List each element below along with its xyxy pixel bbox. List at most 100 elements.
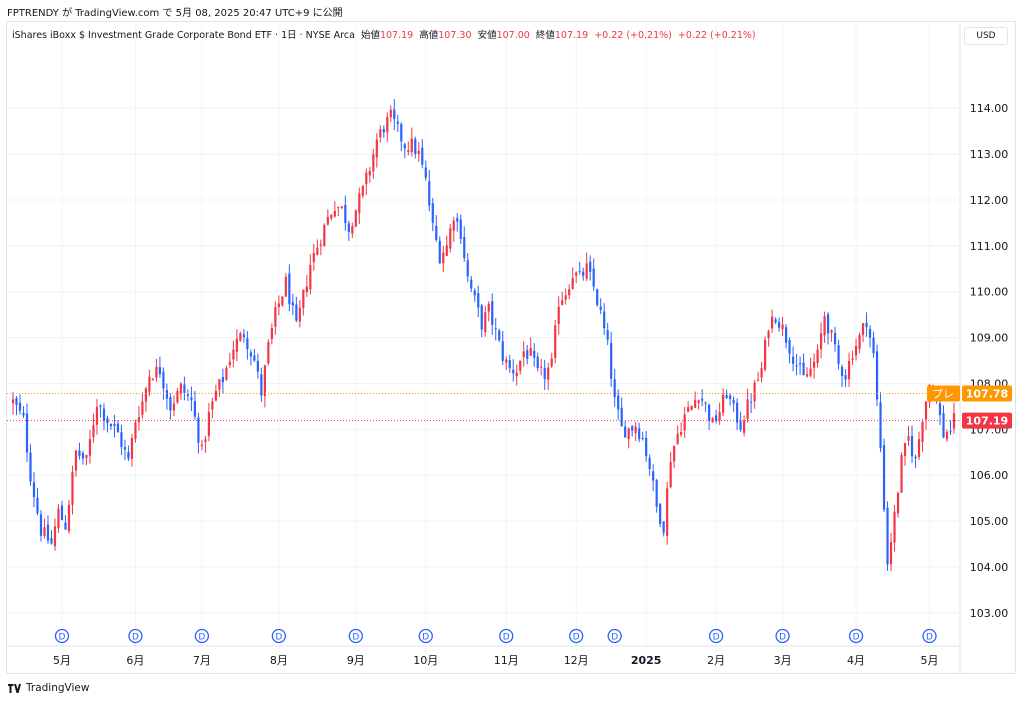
candle-body [547,367,550,380]
candle-body [743,420,746,433]
candle-body [910,435,914,457]
candle-body [571,278,574,289]
candle-body [770,316,774,329]
candle-body [260,374,263,396]
candle-body [284,276,287,297]
candle-body [826,314,830,334]
candle-body [186,394,190,396]
open-value: 107.19 [379,30,414,41]
candle-body [183,384,186,394]
candle-body [323,225,326,246]
candle-body [882,445,886,510]
candle-body [830,330,833,333]
x-tick-label: 7月 [193,654,211,667]
candle-body [382,129,385,133]
tradingview-footer[interactable]: TradingView [8,682,89,694]
high-value: 107.30 [438,30,472,41]
dividend-marker-icon [418,628,433,644]
dividend-marker-label: D [573,633,580,643]
y-tick-label: 104.00 [970,561,1009,574]
candle-body [148,376,151,392]
candle-body [669,462,672,488]
candle-body [120,432,123,448]
candle-body [788,340,791,354]
candle-body [746,399,749,419]
close-value: 107.19 [554,30,589,41]
candle-body [477,293,480,308]
candle-body [858,334,861,350]
candle-body [239,333,242,341]
candle-body [92,425,95,438]
candle-body [634,426,637,433]
candle-body [134,422,137,439]
candle-body [445,245,448,256]
candle-body [533,350,536,358]
candle-body [648,457,651,469]
last-price-label: 107.19 [966,415,1008,428]
candle-body [914,456,917,459]
candle-body [603,311,606,329]
dividend-marker-label: D [926,633,933,643]
candle-body [809,368,812,376]
candle-body [610,342,613,379]
candle-body [424,167,427,178]
dividend-marker-icon [848,628,864,644]
candle-body [823,316,826,336]
y-tick-label: 114.00 [970,102,1009,115]
dividend-marker-icon [348,628,363,644]
candle-body [158,367,162,375]
candle-body [25,413,29,453]
candle-body [403,144,406,149]
candle-body [57,508,60,529]
candle-body [757,379,760,381]
candle-body [270,327,273,340]
candle-body [865,322,868,328]
candle-body [819,333,823,350]
change-value-2: +0.22 (+0.21%) [677,30,756,41]
x-tick-label: 4月 [847,654,865,667]
candle-body [207,412,210,436]
candle-body [232,349,235,360]
premarket-tag-box [927,385,960,402]
candle-body [333,210,336,217]
candle-body [879,402,882,449]
symbol-description: iShares iBoxx $ Investment Grade Corpora… [12,30,355,41]
candle-body [921,421,924,443]
candle-body [791,356,795,364]
candle-body [795,365,798,367]
chart-frame [6,21,1016,674]
candle-body [344,204,347,224]
x-tick-label: 5月 [921,654,939,667]
candle-body [253,355,256,361]
candle-body [365,172,368,184]
candle-body [379,129,382,138]
candle-body [732,399,735,404]
candle-body [774,319,777,323]
candle-body [67,504,71,532]
candle-body [697,400,700,403]
candle-body [358,193,361,214]
candle-body [777,322,781,328]
candle-body [53,526,57,547]
candle-body [228,361,231,365]
premarket-price-label: 107.78 [966,388,1008,401]
candle-body [46,524,50,541]
candle-body [249,352,252,357]
candle-body [466,260,469,277]
currency-button[interactable]: USD [964,27,1008,45]
candle-body [288,273,291,305]
candle-body [74,450,78,471]
candle-body [903,443,907,457]
dividend-marker-label: D [59,633,66,643]
y-tick-label: 105.00 [970,515,1009,528]
candle-body [557,306,560,325]
premarket-tag-label: プレ [932,388,954,401]
candle-body [109,423,113,427]
dividend-marker-icon [922,628,937,644]
dividend-marker-label: D [275,633,282,643]
y-tick-label: 103.00 [970,607,1009,620]
candle-body [225,367,228,380]
candle-body [298,307,301,322]
candle-body [456,217,459,222]
